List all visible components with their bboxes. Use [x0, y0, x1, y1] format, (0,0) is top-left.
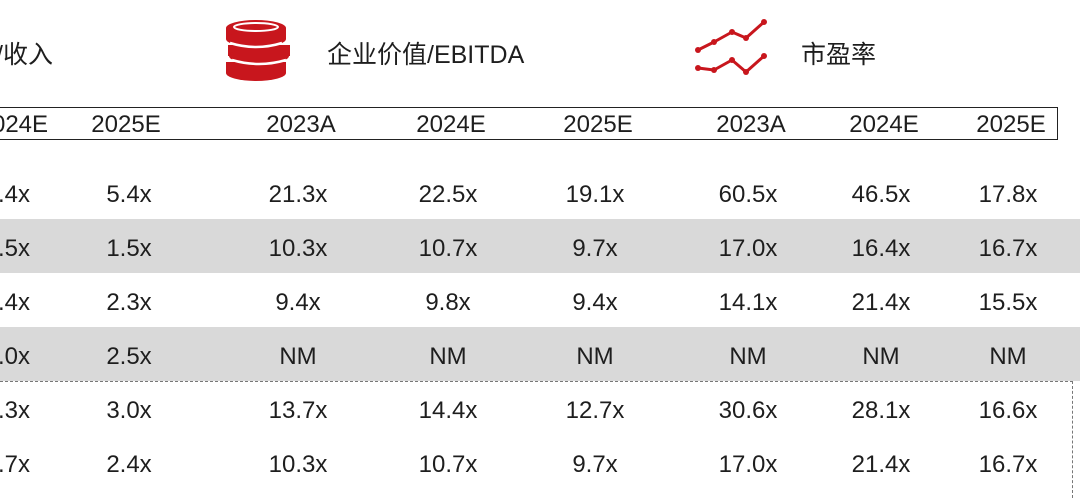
row-band	[0, 219, 1080, 273]
year-header: 2023A	[716, 111, 786, 138]
table-cell: 19.1x	[565, 181, 625, 208]
table-cell: NM	[729, 343, 767, 370]
year-header: 2024E	[849, 111, 919, 138]
table-cell: 10.7x	[418, 451, 478, 478]
table-cell: 21.3x	[268, 181, 328, 208]
table-cell: NM	[862, 343, 900, 370]
table-cell: 9.8x	[425, 289, 471, 316]
year-header: 2023A	[266, 111, 336, 138]
table-cell: .0x	[0, 343, 30, 370]
group-border-right	[1072, 381, 1073, 498]
table-cell: 17.0x	[718, 451, 778, 478]
table-cell: 14.4x	[418, 397, 478, 424]
table-cell: 5.4x	[106, 181, 152, 208]
table-cell: 17.8x	[978, 181, 1038, 208]
table-cell: 22.5x	[418, 181, 478, 208]
table-cell: 2.3x	[106, 289, 152, 316]
table-cell: .3x	[0, 397, 30, 424]
table-cell: 10.3x	[268, 235, 328, 262]
year-header-box	[0, 107, 1058, 140]
table-cell: .4x	[0, 289, 30, 316]
row-band	[0, 327, 1080, 381]
table-cell: NM	[429, 343, 467, 370]
table-cell: 60.5x	[718, 181, 778, 208]
table-cell: NM	[989, 343, 1027, 370]
table-cell: 15.5x	[978, 289, 1038, 316]
table-cell: 12.7x	[565, 397, 625, 424]
table-cell: NM	[576, 343, 614, 370]
table-cell: 2.5x	[106, 343, 152, 370]
group-border-top	[0, 381, 1073, 382]
table-cell: 10.3x	[268, 451, 328, 478]
table-cell: 9.4x	[275, 289, 321, 316]
table-cell: 21.4x	[851, 289, 911, 316]
year-header: 2025E	[91, 111, 161, 138]
table-cell: 16.6x	[978, 397, 1038, 424]
year-header: 2025E	[976, 111, 1046, 138]
line-trend-icon	[694, 16, 770, 83]
year-header: 2025E	[563, 111, 633, 138]
table-cell: 21.4x	[851, 451, 911, 478]
section-title-pe: 市盈率	[801, 41, 877, 69]
table-cell: 17.0x	[718, 235, 778, 262]
year-header: 2024E	[416, 111, 486, 138]
table-cell: 30.6x	[718, 397, 778, 424]
table-cell: 9.7x	[572, 451, 618, 478]
table-cell: .7x	[0, 451, 30, 478]
table-cell: 1.5x	[106, 235, 152, 262]
table-cell: 16.7x	[978, 451, 1038, 478]
section-title-ev-ebitda: 企业价值/EBITDA	[327, 41, 525, 69]
table-cell: .5x	[0, 235, 30, 262]
table-cell: 9.7x	[572, 235, 618, 262]
table-cell: 14.1x	[718, 289, 778, 316]
table-cell: NM	[279, 343, 317, 370]
table-cell: 9.4x	[572, 289, 618, 316]
table-cell: 2.4x	[106, 451, 152, 478]
table-cell: 28.1x	[851, 397, 911, 424]
table-cell: 16.7x	[978, 235, 1038, 262]
table-cell: 10.7x	[418, 235, 478, 262]
section-title-revenue: /收入	[0, 41, 53, 69]
table-cell: 16.4x	[851, 235, 911, 262]
coin-stack-icon	[224, 18, 294, 89]
table-cell: .4x	[0, 181, 30, 208]
table-cell: 13.7x	[268, 397, 328, 424]
table-cell: 46.5x	[851, 181, 911, 208]
table-cell: 3.0x	[106, 397, 152, 424]
year-header: 024E	[0, 111, 49, 138]
